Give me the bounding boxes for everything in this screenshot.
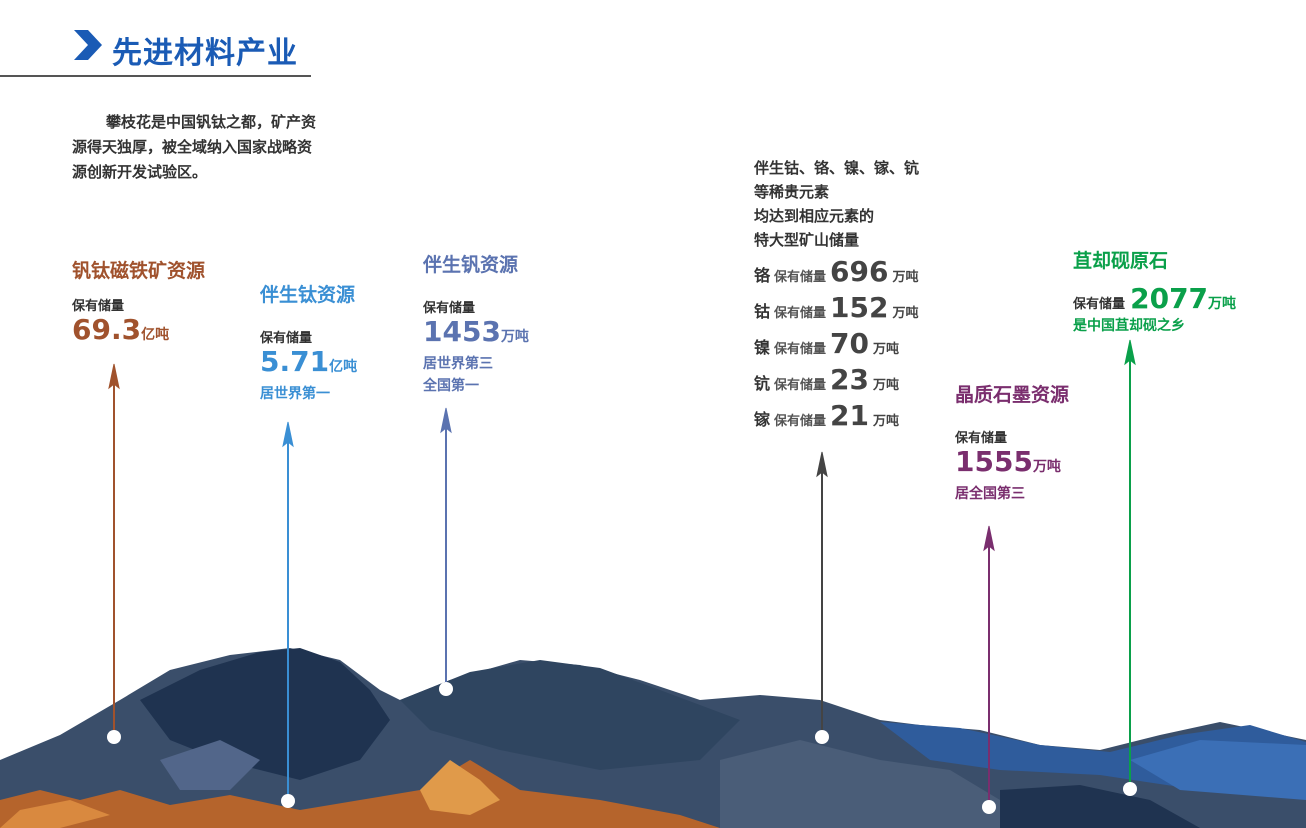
resource-note: 居世界第三	[423, 356, 493, 372]
element-value: 21	[830, 399, 869, 432]
element-unit: 万吨	[873, 342, 900, 357]
resource-label: 保有储量	[955, 431, 1008, 446]
resource-value: 1453	[423, 315, 501, 348]
page-title: 先进材料产业	[112, 36, 298, 71]
rare-item: 铬保有储量 696 万吨	[754, 255, 919, 296]
resource-name: 苴却砚原石	[1073, 250, 1169, 272]
resource-name: 伴生钛资源	[260, 284, 356, 306]
resource-label: 保有储量	[260, 331, 313, 346]
rare-line: 伴生钴、铬、镍、镓、钪	[754, 159, 920, 177]
chevron-right-icon	[72, 28, 104, 66]
rare-item: 钴保有储量 152 万吨	[754, 291, 919, 332]
resource-unit: 万吨	[1032, 459, 1061, 475]
resource-unit: 亿吨	[141, 327, 170, 343]
resource-inkstone: 苴却砚原石 保有储量 2077万吨 是中国苴却砚之乡	[1073, 246, 1236, 337]
element-unit: 万吨	[892, 306, 919, 321]
resource-value: 1555	[955, 445, 1033, 478]
resource-note: 居世界第一	[260, 386, 330, 402]
resource-name: 晶质石墨资源	[955, 384, 1070, 406]
resource-value: 2077	[1130, 282, 1209, 315]
rare-line: 等稀贵元素	[754, 183, 830, 201]
rare-line: 特大型矿山储量	[754, 231, 860, 249]
resource-note: 居全国第三	[955, 486, 1025, 502]
element-label: 保有储量	[774, 306, 827, 321]
element-label: 保有储量	[774, 342, 827, 357]
rare-item: 钪保有储量 23 万吨	[754, 363, 919, 404]
resource-vanadium-titanium-magnetite: 钒钛磁铁矿资源 保有储量 69.3亿吨	[72, 256, 205, 351]
element-name: 铬	[754, 266, 771, 285]
rare-elements-list: 铬保有储量 696 万吨 钴保有储量 152 万吨 镍保有储量 70 万吨 钪保有储量 23 万…	[754, 255, 919, 440]
title-divider	[0, 75, 311, 77]
resource-name: 伴生钒资源	[423, 254, 519, 276]
rare-item: 镓保有储量 21 万吨	[754, 399, 919, 440]
resource-unit: 万吨	[1208, 296, 1237, 312]
element-label: 保有储量	[774, 414, 827, 429]
arrow-vanadium	[439, 407, 453, 696]
resource-unit: 万吨	[500, 329, 529, 345]
resource-titanium: 伴生钛资源 保有储量 5.71亿吨 居世界第一	[260, 280, 357, 405]
arrow-rare-elements	[815, 451, 829, 744]
resource-graphite: 晶质石墨资源 保有储量 1555万吨 居全国第三	[955, 380, 1069, 505]
element-name: 镓	[754, 410, 771, 429]
element-name: 钪	[754, 374, 771, 393]
resource-value: 5.71	[260, 345, 330, 378]
arrow-titanium	[281, 421, 295, 808]
rare-item: 镍保有储量 70 万吨	[754, 327, 919, 368]
rare-line: 均达到相应元素的	[754, 207, 875, 225]
element-value: 70	[830, 327, 869, 360]
resource-label: 保有储量	[72, 299, 125, 314]
arrow-graphite	[982, 525, 996, 814]
element-label: 保有储量	[774, 270, 827, 285]
element-name: 钴	[754, 302, 771, 321]
resource-note: 全国第一	[423, 378, 479, 394]
rare-elements-description: 伴生钴、铬、镍、镓、钪 等稀贵元素 均达到相应元素的 特大型矿山储量 铬保有储量…	[754, 156, 919, 440]
element-unit: 万吨	[873, 378, 900, 393]
resource-vanadium: 伴生钒资源 保有储量 1453万吨 居世界第三 全国第一	[423, 250, 529, 397]
resource-note: 是中国苴却砚之乡	[1073, 318, 1185, 334]
element-value: 23	[830, 363, 869, 396]
resource-name: 钒钛磁铁矿资源	[72, 260, 206, 282]
element-name: 镍	[754, 338, 771, 357]
resource-unit: 亿吨	[329, 359, 358, 375]
arrow-inkstone	[1123, 339, 1137, 796]
resource-label: 保有储量	[1073, 297, 1126, 312]
element-value: 152	[830, 291, 889, 324]
resource-label: 保有储量	[423, 301, 476, 316]
arrow-vanadium-titanium-magnetite	[107, 363, 121, 744]
element-unit: 万吨	[873, 414, 900, 429]
element-unit: 万吨	[892, 270, 919, 285]
element-value: 696	[830, 255, 889, 288]
element-label: 保有储量	[774, 378, 827, 393]
resource-value: 69.3	[72, 313, 142, 346]
intro-paragraph: 攀枝花是中国钒钛之都，矿产资源得天独厚，被全域纳入国家战略资源创新开发试验区。	[72, 113, 317, 181]
